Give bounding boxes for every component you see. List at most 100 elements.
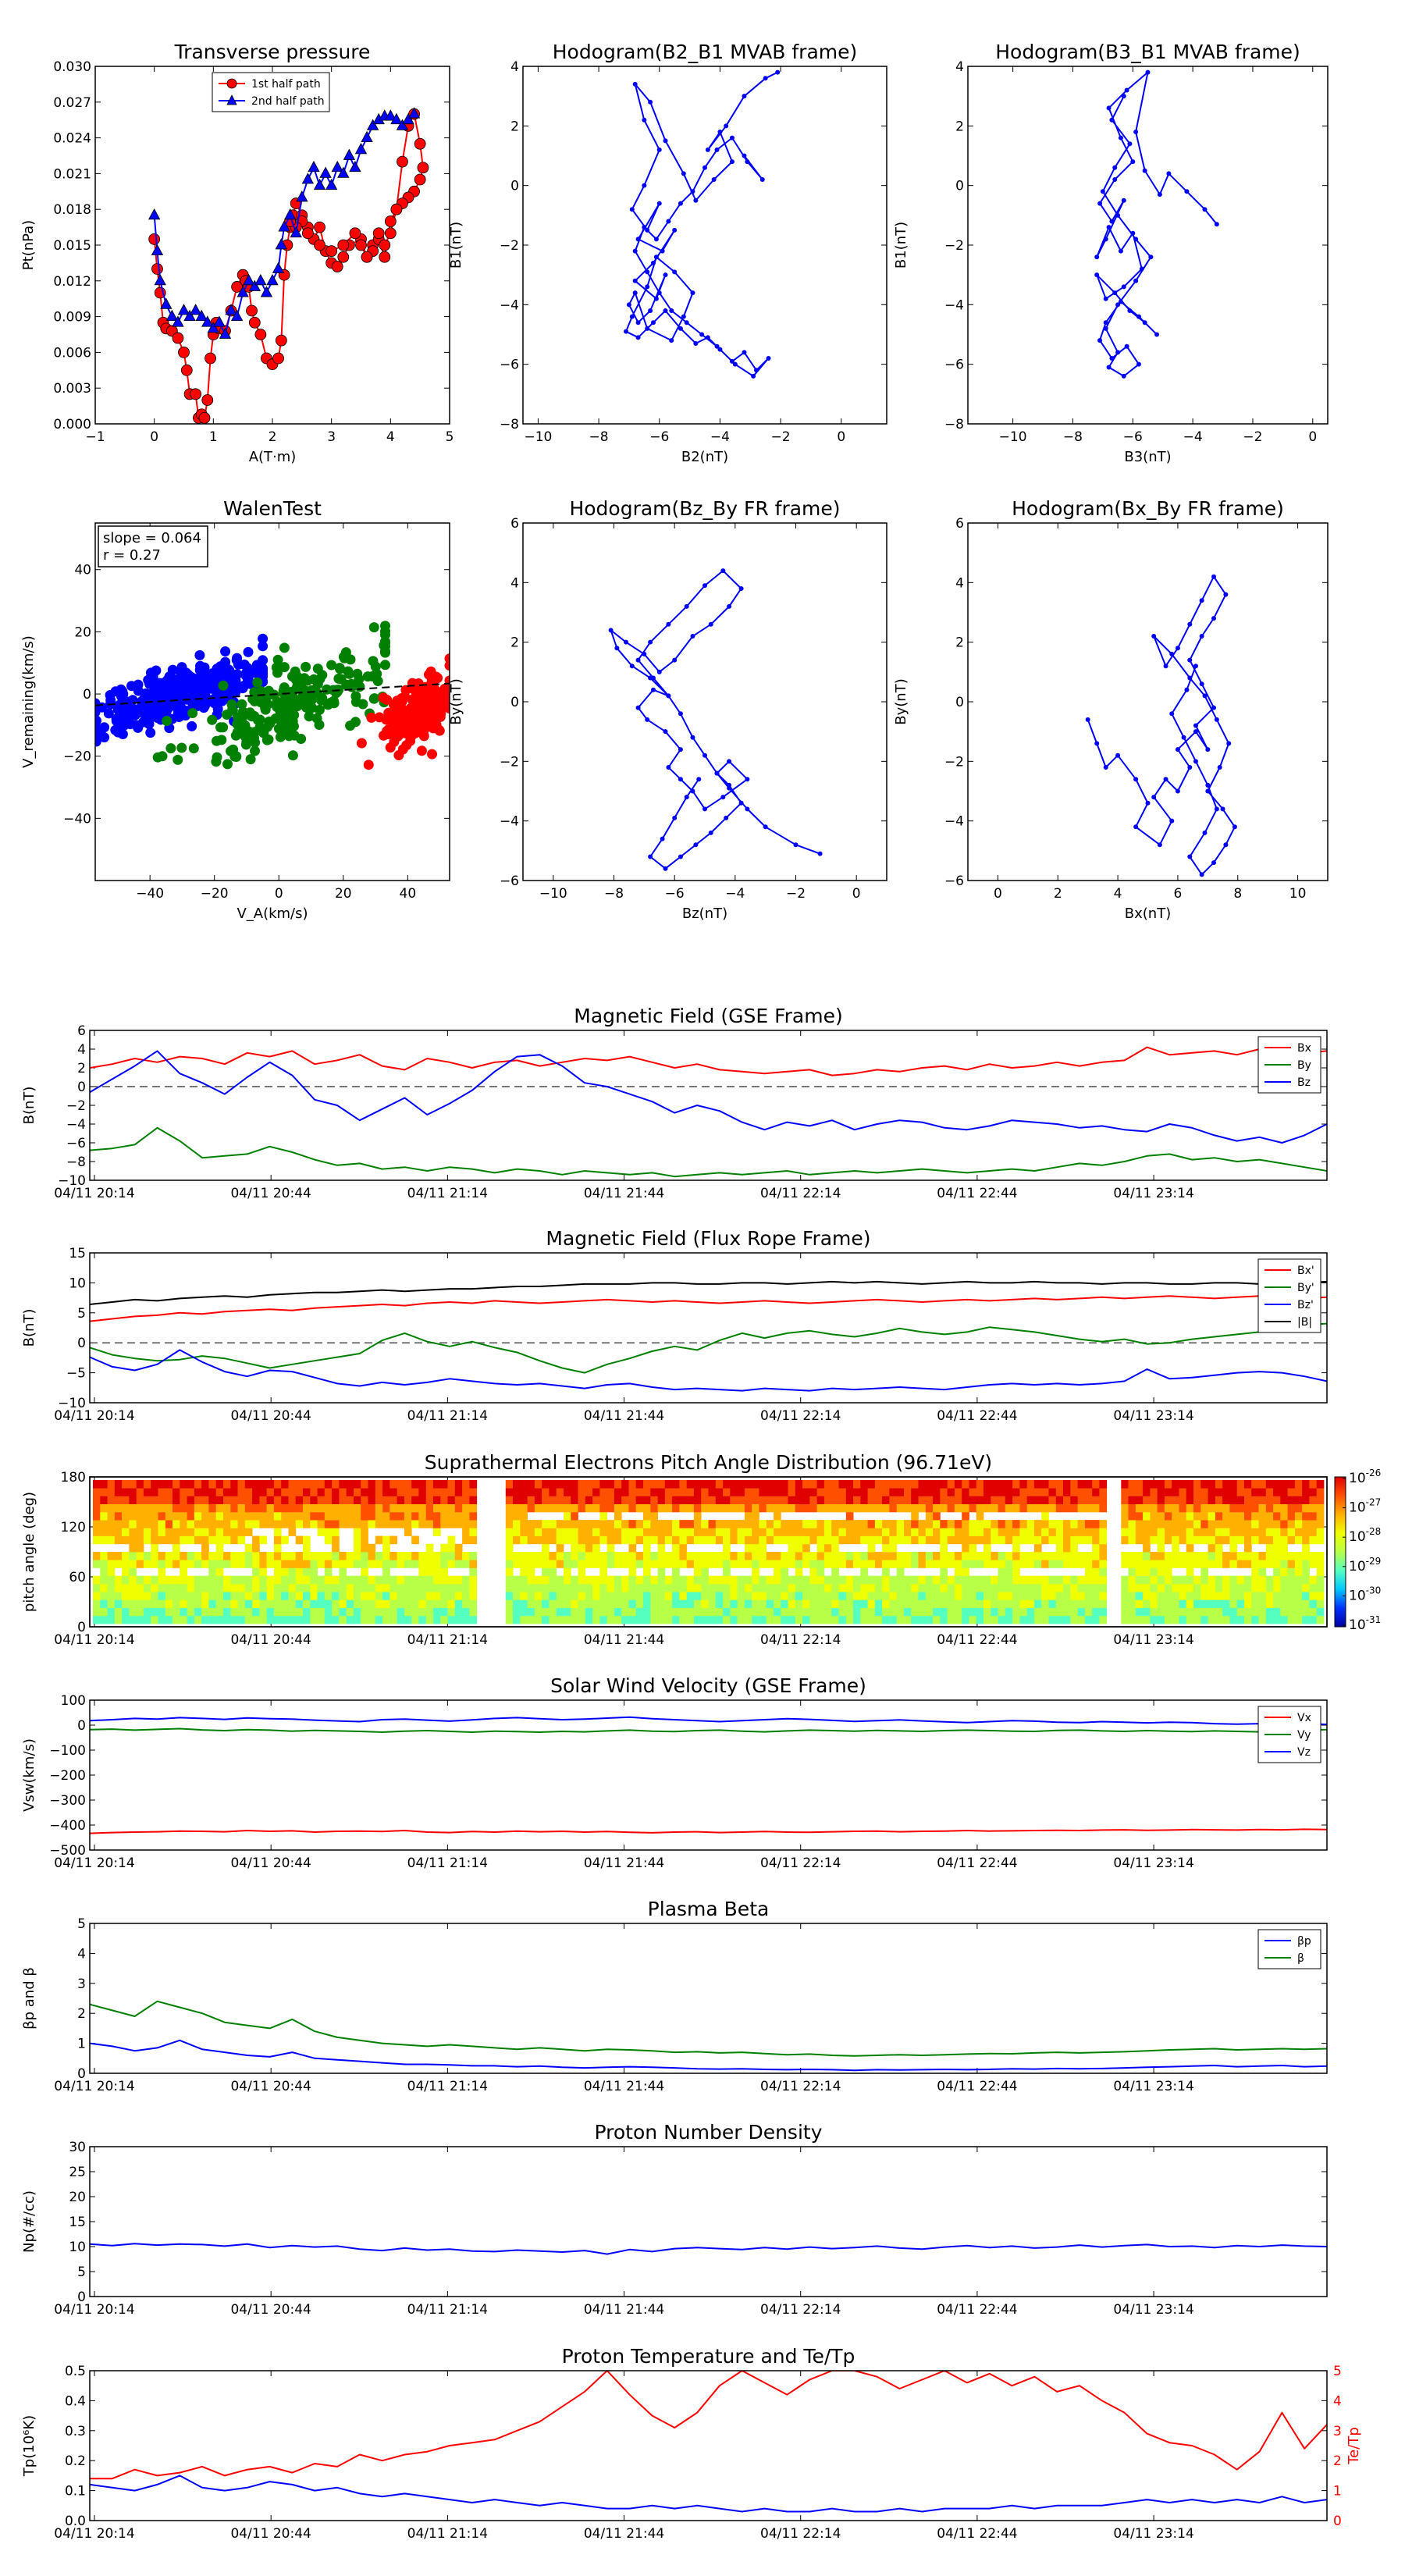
heat-cell xyxy=(288,1583,297,1592)
heat-cell xyxy=(361,1599,368,1608)
heat-cell xyxy=(143,1583,151,1592)
axes-tp2: Proton Temperature and Te/Tp0.00.10.20.3… xyxy=(21,2345,1362,2542)
y-tick-label: 0.030 xyxy=(53,59,91,75)
y-tick-label: −8 xyxy=(944,417,964,432)
heat-cell xyxy=(324,1480,333,1489)
data-point xyxy=(642,117,647,123)
data-point xyxy=(666,764,671,770)
heat-cell xyxy=(1041,1520,1049,1528)
y-tick-label: −2 xyxy=(500,238,519,254)
heat-cell xyxy=(1244,1599,1252,1608)
heat-cell xyxy=(462,1511,470,1521)
heat-cell xyxy=(158,1607,166,1617)
heat-cell xyxy=(621,1535,629,1545)
heat-cell xyxy=(542,1480,550,1489)
y-tick-label: 1 xyxy=(77,2037,86,2052)
heat-cell xyxy=(332,1552,340,1560)
heat-cell xyxy=(433,1615,441,1624)
heat-cell xyxy=(693,1511,702,1521)
colorbar-base: 10 xyxy=(1349,1559,1366,1574)
y-tick-label: 120 xyxy=(61,1520,86,1535)
heat-cell xyxy=(505,1503,514,1513)
heat-cell xyxy=(998,1560,1006,1568)
heat-cell xyxy=(1135,1503,1144,1513)
heat-cell xyxy=(686,1496,695,1504)
data-point xyxy=(144,712,155,723)
heat-cell xyxy=(752,1552,759,1560)
heat-cell xyxy=(534,1528,542,1536)
heat-cell xyxy=(361,1503,368,1513)
heat-cell xyxy=(404,1599,412,1608)
heat-cell xyxy=(368,1575,376,1585)
heat-cell xyxy=(1005,1592,1013,1600)
heat-cell xyxy=(991,1599,998,1608)
y-axis-label: Tp(10⁶K) xyxy=(21,2415,37,2477)
heat-cell xyxy=(375,1583,383,1592)
heat-cell xyxy=(1041,1488,1049,1496)
data-point xyxy=(349,160,361,173)
heat-cell xyxy=(425,1567,434,1576)
heat-cell xyxy=(1193,1575,1201,1585)
heat-cell xyxy=(744,1480,752,1489)
heat-cell xyxy=(788,1560,796,1568)
heat-cell xyxy=(737,1583,745,1592)
heat-cell xyxy=(259,1496,268,1504)
heat-cell xyxy=(774,1560,781,1568)
heat-cell xyxy=(237,1615,246,1624)
heat-cell xyxy=(418,1599,427,1608)
heat-cell xyxy=(882,1528,890,1536)
legend-label: Vz xyxy=(1297,1746,1311,1759)
heat-cell xyxy=(904,1560,912,1568)
heat-cell xyxy=(447,1496,456,1504)
heat-cell xyxy=(737,1535,745,1545)
heat-cell xyxy=(1121,1535,1129,1545)
heat-cell xyxy=(1128,1592,1136,1600)
heat-cell xyxy=(173,1543,180,1553)
y-tick-label: 0.021 xyxy=(53,166,91,182)
data-point xyxy=(95,707,101,717)
heat-cell xyxy=(904,1496,912,1504)
heat-cell xyxy=(1092,1552,1100,1560)
heat-cell xyxy=(122,1583,130,1592)
data-point xyxy=(742,350,747,355)
data-point xyxy=(372,227,385,240)
heat-cell xyxy=(788,1583,796,1592)
heat-cell xyxy=(556,1552,564,1560)
heat-cell xyxy=(1186,1552,1194,1560)
heat-cell xyxy=(194,1520,202,1528)
heat-cell xyxy=(324,1592,333,1600)
heat-cell xyxy=(1063,1615,1071,1624)
heat-cell xyxy=(606,1488,615,1496)
heat-cell xyxy=(809,1488,818,1496)
heat-cell xyxy=(628,1503,637,1513)
heat-cell xyxy=(650,1496,658,1504)
heat-cell xyxy=(809,1480,818,1489)
heat-cell xyxy=(93,1592,101,1600)
heat-cell xyxy=(1258,1511,1267,1521)
heat-cell xyxy=(165,1607,173,1617)
heat-cell xyxy=(317,1496,325,1504)
heat-cell xyxy=(288,1488,297,1496)
heat-cell xyxy=(230,1583,238,1592)
heat-cell xyxy=(889,1535,898,1545)
heat-cell xyxy=(165,1560,173,1568)
heat-cell xyxy=(564,1552,571,1560)
axes-bgse: Magnetic Field (GSE Frame)−10−8−6−4−2024… xyxy=(21,1005,1327,1201)
heat-cell xyxy=(781,1583,788,1592)
heat-cell xyxy=(1258,1560,1267,1568)
heat-cell xyxy=(1280,1511,1288,1521)
y-tick-label: 2 xyxy=(77,1061,86,1076)
x-tick-label: 04/11 21:44 xyxy=(584,1186,664,1201)
heat-cell xyxy=(237,1528,246,1536)
heat-cell xyxy=(1200,1592,1208,1600)
heat-cell xyxy=(173,1520,180,1528)
heat-cell xyxy=(556,1560,564,1568)
heat-cell xyxy=(1251,1615,1259,1624)
heat-cell xyxy=(1041,1575,1049,1585)
x-tick-label: 04/11 22:44 xyxy=(937,1186,1017,1201)
data-point xyxy=(187,708,198,718)
heat-cell xyxy=(621,1496,629,1504)
heat-cell xyxy=(1273,1488,1281,1496)
data-point xyxy=(1166,171,1172,176)
heat-cell xyxy=(860,1488,868,1496)
